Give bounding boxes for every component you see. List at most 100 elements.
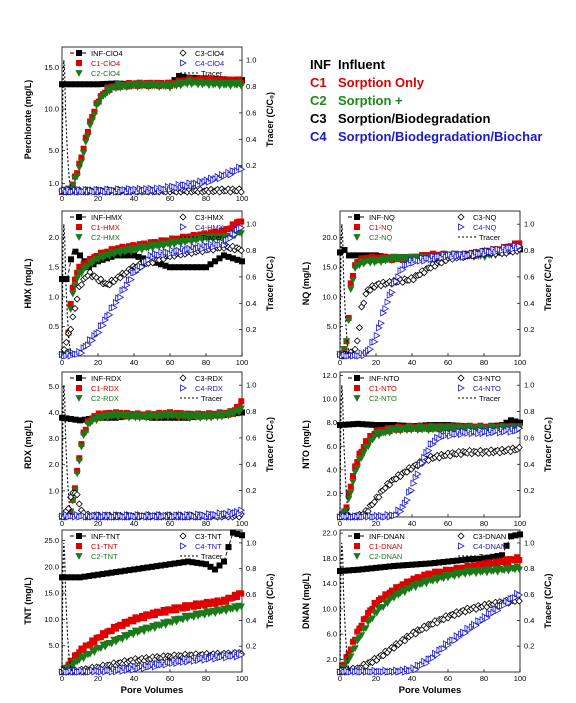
x-axis-label: Pore Volumes [121,685,184,696]
data-point [77,443,86,451]
series-c4 [59,163,246,196]
y-tick-label: 0.5 [49,322,59,331]
data-point [393,511,400,519]
data-point [238,590,245,597]
data-point [78,349,86,357]
chart-panel-rdx: 0 20 40 60 80 100 1.0 2.0 3.0 4.0 5.0 0.2 0.4 0.6 0.8 1… [23,371,275,528]
data-point [77,158,86,166]
data-point [371,338,379,346]
data-point [67,300,74,307]
key-code: C4 [310,129,327,144]
y-right-tick-label: 0.6 [246,590,256,599]
y-tick-label: 6.0 [327,630,337,639]
data-point [516,591,524,599]
data-point [95,256,103,264]
data-point [444,424,452,431]
data-point [68,256,75,263]
data-point [237,603,245,611]
data-point [95,328,103,337]
data-point [410,479,418,488]
data-point [353,223,360,230]
x-tick-label: 80 [480,674,488,683]
series-t [339,385,352,518]
data-point [388,288,396,297]
legend-label: C4-TNT [195,542,222,551]
key-legend-item: C1 Sorption Only [310,75,424,91]
legend-label: INF-TNT [91,532,121,541]
data-point [123,281,131,289]
data-point [347,489,355,497]
tracer-line [61,60,74,193]
data-point [344,317,353,325]
data-point [238,218,245,225]
legend-label: C4-ClO4 [195,59,224,68]
data-point [341,246,348,253]
series-c1 [336,422,523,521]
x-tick-label: 20 [94,674,102,683]
data-point [390,644,398,652]
data-point [75,500,83,508]
data-point [106,311,114,319]
data-point [79,655,88,663]
data-point [76,384,83,391]
x-tick-label: 80 [480,519,488,528]
data-point [351,345,359,353]
legend-label: C2-RDX [91,394,119,403]
y-tick-label: 20.0 [44,562,59,571]
x-tick-label: 20 [372,358,380,367]
key-code: INF [310,57,331,72]
data-point [95,100,103,108]
y-tick-label: 5.0 [49,641,59,650]
x-tick-label: 60 [166,358,174,367]
x-tick-label: 0 [338,358,342,367]
series-t [339,224,352,357]
legend-label: INF-NQ [369,213,395,222]
x-tick-label: 40 [408,674,416,683]
y-right-tick-label: 0.2 [246,325,256,334]
data-point [515,443,523,451]
y-right-axis-label: Tracer (C/C₀) [265,573,275,628]
legend-label: Tracer [479,233,501,242]
series-c4 [337,424,524,521]
data-point [76,223,83,230]
y-tick-label: 6.0 [327,442,337,451]
data-point [238,651,246,659]
y-right-tick-label: 1.0 [246,538,256,547]
x-tick-label: 0 [60,358,64,367]
legend-label: C2-DNAN [369,552,402,561]
y-right-tick-label: 0.8 [246,82,256,91]
y-tick-label: 1.0 [49,179,59,188]
y-right-tick-label: 0.6 [246,433,256,442]
data-point [379,652,387,660]
y-tick-label: 2.0 [49,460,59,469]
data-point [238,532,245,539]
data-point [458,542,465,550]
series-inf [336,531,524,575]
series-c1 [59,590,245,676]
key-text: Sorption Only [338,75,424,90]
data-point [353,543,360,550]
y-tick-label: 1.0 [49,292,59,301]
data-point [172,411,181,419]
y-right-tick-label: 0.6 [524,590,534,599]
tracer-line [61,542,74,673]
data-point [69,313,77,321]
y-right-tick-label: 0.2 [246,486,256,495]
legend-label: Tracer [201,394,223,403]
y-tick-label: 8.0 [327,418,337,427]
data-point [353,234,361,241]
legend-label: Tracer [201,552,223,561]
series-t [61,224,74,357]
data-point [105,281,114,289]
x-tick-label: 0 [338,674,342,683]
data-point [357,632,366,639]
series-t [61,60,74,193]
data-point [140,628,148,636]
y-right-tick-label: 0.4 [524,299,534,308]
data-point [457,213,465,221]
data-point [237,230,245,237]
